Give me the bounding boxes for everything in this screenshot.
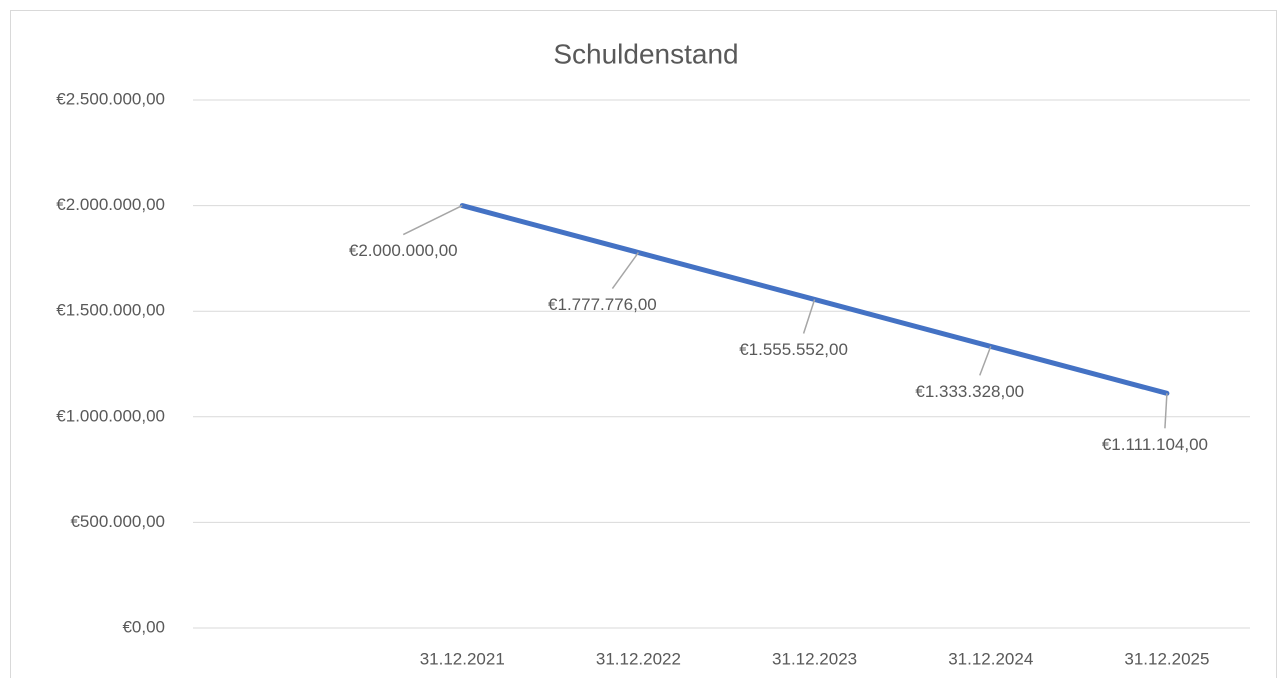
leader-line xyxy=(1164,393,1168,429)
x-tick-label: 31.12.2025 xyxy=(1124,649,1209,668)
y-tick-label: €1.500.000,00 xyxy=(56,301,165,320)
x-tick-label: 31.12.2023 xyxy=(772,649,857,668)
leader-line xyxy=(802,299,816,334)
leader-line xyxy=(402,204,463,236)
y-tick-label: €500.000,00 xyxy=(70,512,165,531)
y-tick-label: €0,00 xyxy=(122,617,165,636)
data-label: €1.555.552,00 xyxy=(739,340,848,359)
data-label: €1.333.328,00 xyxy=(915,382,1024,401)
chart-title: Schuldenstand xyxy=(553,38,738,69)
leader-line xyxy=(979,346,992,376)
chart-border xyxy=(10,10,1277,678)
data-label: €1.777.776,00 xyxy=(548,295,657,314)
y-tick-label: €1.000.000,00 xyxy=(56,406,165,425)
x-tick-label: 31.12.2021 xyxy=(420,649,505,668)
data-label: €2.000.000,00 xyxy=(349,241,458,260)
x-tick-label: 31.12.2022 xyxy=(596,649,681,668)
x-tick-label: 31.12.2024 xyxy=(948,649,1033,668)
line xyxy=(459,203,1170,396)
leader-line xyxy=(611,252,640,289)
y-tick-label: €2.000.000,00 xyxy=(56,195,165,214)
data-label: €1.111.104,00 xyxy=(1102,435,1208,454)
y-tick-label: €2.500.000,00 xyxy=(56,89,165,108)
